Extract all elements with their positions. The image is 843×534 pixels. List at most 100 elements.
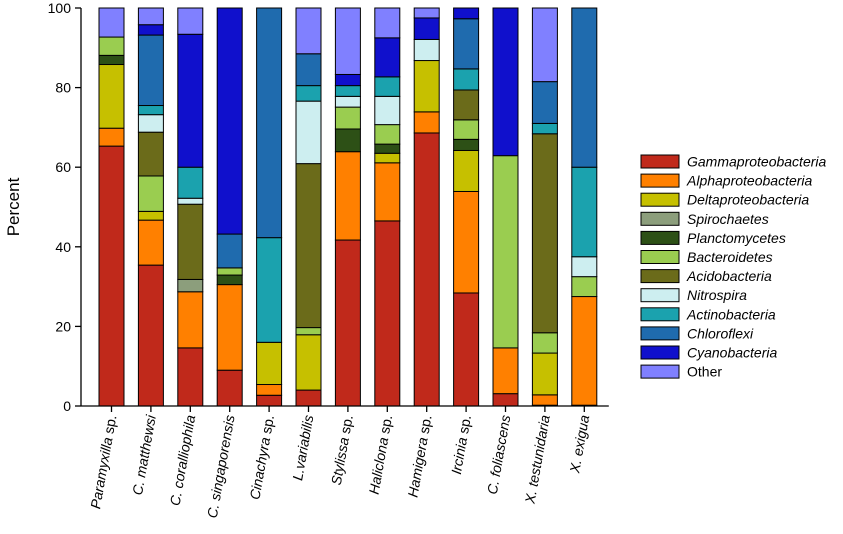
- bar-segment-deltaproteobacteria-2: [137, 210, 164, 221]
- x-tick-label: C. coralliophila: [167, 414, 199, 507]
- bar-segment-alphaproteobacteria-1: [98, 127, 125, 147]
- legend-label-other: Other: [687, 364, 722, 380]
- bar-segment-gammaproteobacteria-6: [295, 389, 322, 407]
- bar-segment-bacteroidetes-10: [453, 119, 480, 140]
- x-tick-label: Ircinia sp.: [448, 414, 474, 476]
- bar-segment-nitrospira-2: [137, 114, 164, 133]
- legend-swatch-bacteroidetes: [640, 250, 680, 264]
- bar-segment-chloroflexi-2: [137, 34, 164, 107]
- bar-segment-alphaproteobacteria-13: [571, 296, 598, 406]
- legend-label-spirochaetes: Spirochaetes: [687, 211, 769, 227]
- bar-segment-actinobacteria-10: [453, 68, 480, 91]
- bar-segment-other-7: [334, 7, 361, 75]
- bar-segment-cyanobacteria-10: [453, 7, 480, 20]
- legend-swatch-spirochaetes: [640, 211, 680, 226]
- bar-segment-bacteroidetes-8: [374, 124, 401, 145]
- bar-segment-cyanobacteria-2: [137, 24, 164, 36]
- bar-segment-alphaproteobacteria-7: [334, 151, 361, 241]
- bar-segment-gammaproteobacteria-10: [453, 292, 480, 407]
- legend-label-deltaproteobacteria: Deltaproteobacteria: [687, 192, 809, 208]
- x-tick-label: Hamigera sp.: [404, 414, 434, 499]
- bar-segment-gammaproteobacteria-2: [137, 264, 164, 407]
- bar-segment-actinobacteria-7: [334, 85, 361, 97]
- bar-segment-actinobacteria-5: [256, 237, 283, 343]
- y-tick-label: 40: [55, 239, 71, 255]
- bar-segment-nitrospira-7: [334, 95, 361, 108]
- x-tick-label: Haliclona sp.: [366, 414, 396, 496]
- legend-swatch-alphaproteobacteria: [640, 173, 680, 188]
- bar-segment-gammaproteobacteria-1: [98, 145, 125, 407]
- bar-segment-acidobacteria-6: [295, 163, 322, 329]
- legend-label-gammaproteobacteria: Gammaproteobacteria: [687, 154, 827, 170]
- bar-segment-other-6: [295, 7, 322, 55]
- legend-label-nitrospira: Nitrospira: [687, 287, 747, 303]
- bar-segment-other-2: [137, 7, 164, 26]
- x-tick-label: Cinachyra sp.: [246, 414, 277, 501]
- bar-segment-deltaproteobacteria-1: [98, 64, 125, 129]
- x-tick-label: C. foliascens: [484, 414, 514, 496]
- bar-segment-nitrospira-6: [295, 100, 322, 165]
- bar-segment-bacteroidetes-13: [571, 276, 598, 298]
- bar-segment-bacteroidetes-6: [295, 327, 322, 336]
- bar-segment-planctomycetes-8: [374, 143, 401, 154]
- bar-segment-acidobacteria-12: [531, 133, 558, 334]
- legend-swatch-gammaproteobacteria: [640, 154, 680, 169]
- legend-swatch-other: [640, 364, 680, 379]
- bar-segment-acidobacteria-2: [137, 131, 164, 177]
- bar-segment-actinobacteria-13: [571, 166, 598, 258]
- bar-segment-planctomycetes-1: [98, 54, 125, 66]
- bar-segment-acidobacteria-10: [453, 89, 480, 121]
- bar-segment-alphaproteobacteria-5: [256, 384, 283, 396]
- bar-segment-gammaproteobacteria-7: [334, 239, 361, 407]
- bar-segment-deltaproteobacteria-9: [413, 60, 440, 113]
- legend: Gammaproteobacteria Alphaproteobacteria De…: [640, 154, 827, 380]
- legend-label-alphaproteobacteria: Alphaproteobacteria: [686, 173, 813, 189]
- legend-label-bacteroidetes: Bacteroidetes: [687, 249, 773, 265]
- x-tick-label: X. exigua: [566, 414, 592, 475]
- bar-segment-chloroflexi-6: [295, 53, 322, 87]
- bar-segment-gammaproteobacteria-8: [374, 220, 401, 407]
- legend-swatch-planctomycetes: [640, 230, 680, 245]
- bar-segment-gammaproteobacteria-4: [216, 369, 243, 407]
- x-tick-label: C. singaporensis: [204, 414, 238, 519]
- y-tick-label: 20: [55, 318, 71, 334]
- x-tick-label: X. testunidaria: [521, 414, 553, 506]
- bar-segment-cyanobacteria-3: [177, 33, 204, 168]
- bar-segment-bacteroidetes-7: [334, 106, 361, 130]
- bar-segment-other-3: [177, 7, 204, 35]
- bar-segment-cyanobacteria-7: [334, 73, 361, 87]
- bar-segment-chloroflexi-13: [571, 7, 598, 168]
- legend-swatch-actinobacteria: [640, 307, 680, 322]
- bar-segment-cyanobacteria-4: [216, 7, 243, 235]
- bar-segment-planctomycetes-7: [334, 128, 361, 153]
- x-axis: Paramyxilla sp. C. matthewsi C. corallioph…: [81, 405, 609, 519]
- bar-segment-gammaproteobacteria-5: [256, 394, 283, 407]
- bar-segment-deltaproteobacteria-8: [374, 152, 401, 164]
- y-tick-label: 100: [48, 0, 72, 16]
- plot-area: [98, 7, 598, 407]
- bar-segment-alphaproteobacteria-4: [216, 284, 243, 371]
- bar-segment-alphaproteobacteria-9: [413, 111, 440, 134]
- bar-segment-spirochaetes-3: [177, 278, 204, 293]
- x-tick-label: C. matthewsi: [129, 413, 159, 496]
- bar-segment-bacteroidetes-2: [137, 175, 164, 212]
- bar-segment-other-8: [374, 7, 401, 39]
- bar-segment-alphaproteobacteria-2: [137, 219, 164, 266]
- legend-label-actinobacteria: Actinobacteria: [686, 306, 776, 322]
- bar-segment-bacteroidetes-11: [492, 155, 519, 349]
- legend-label-acidobacteria: Acidobacteria: [686, 268, 772, 284]
- x-tick-label: L.variabilis: [289, 414, 316, 482]
- bar-segment-nitrospira-9: [413, 38, 440, 62]
- bar-segment-alphaproteobacteria-3: [177, 291, 204, 349]
- bar-segment-planctomycetes-4: [216, 274, 243, 286]
- bar-segment-deltaproteobacteria-5: [256, 341, 283, 386]
- y-tick-label: 60: [55, 159, 71, 175]
- bar-segment-cyanobacteria-11: [492, 7, 519, 157]
- bar-segment-alphaproteobacteria-12: [531, 394, 558, 406]
- bar-segment-actinobacteria-8: [374, 76, 401, 97]
- y-axis: 0 20 40 60 80 100: [48, 0, 82, 414]
- bar-segment-deltaproteobacteria-6: [295, 334, 322, 391]
- bar-segment-gammaproteobacteria-3: [177, 347, 204, 407]
- bar-segment-chloroflexi-5: [256, 7, 283, 239]
